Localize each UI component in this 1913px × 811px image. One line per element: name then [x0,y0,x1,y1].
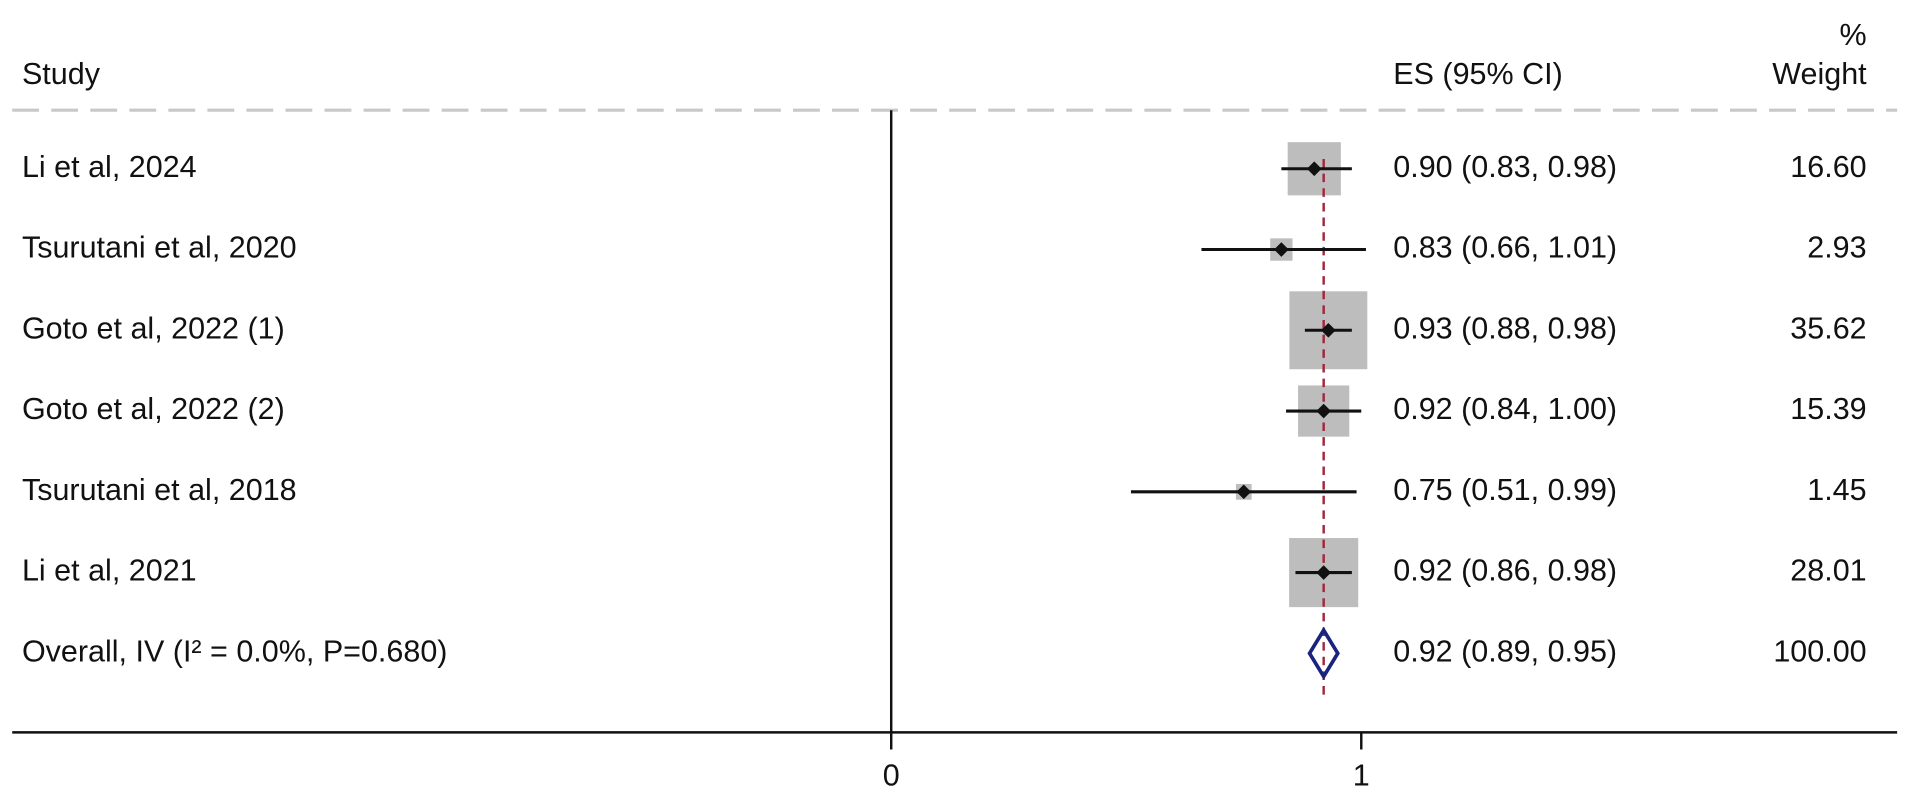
header-es: ES (95% CI) [1393,57,1563,91]
point-estimate [1274,242,1289,257]
overall-diamond [1307,626,1340,681]
study-label: Li et al, 2024 [22,150,197,184]
study-label: Goto et al, 2022 (2) [22,392,285,426]
overall-weight-label: 100.00 [1773,634,1866,668]
es-label: 0.93 (0.88, 0.98) [1393,311,1617,345]
es-label: 0.90 (0.83, 0.98) [1393,150,1617,184]
x-tick-label: 1 [1353,759,1370,793]
study-label: Goto et al, 2022 (1) [22,311,285,345]
header-weight-top: % [1840,18,1867,52]
header-weight: Weight [1772,57,1867,91]
es-label: 0.75 (0.51, 0.99) [1393,473,1617,507]
study-label: Li et al, 2021 [22,554,197,588]
weight-label: 35.62 [1790,311,1866,345]
x-tick-label: 0 [883,759,900,793]
study-label: Tsurutani et al, 2018 [22,473,297,507]
es-label: 0.92 (0.86, 0.98) [1393,554,1617,588]
header-study: Study [22,57,101,91]
es-label: 0.83 (0.66, 1.01) [1393,231,1617,265]
weight-label: 1.45 [1807,473,1866,507]
weight-label: 2.93 [1807,231,1866,265]
overall-es-label: 0.92 (0.89, 0.95) [1393,634,1617,668]
weight-label: 15.39 [1790,392,1866,426]
es-label: 0.92 (0.84, 1.00) [1393,392,1617,426]
point-estimate [1236,484,1252,500]
overall-label: Overall, IV (I² = 0.0%, P=0.680) [22,634,448,668]
study-label: Tsurutani et al, 2020 [22,231,297,265]
weight-label: 16.60 [1790,150,1866,184]
weight-label: 28.01 [1790,554,1866,588]
